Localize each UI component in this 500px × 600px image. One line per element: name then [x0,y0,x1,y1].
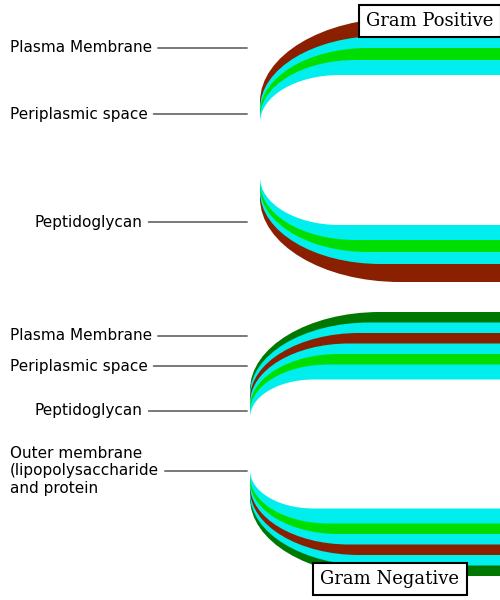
PathPatch shape [250,333,500,555]
Text: Peptidoglycan: Peptidoglycan [35,403,247,419]
PathPatch shape [250,364,500,523]
PathPatch shape [260,75,500,225]
Text: Plasma Membrane: Plasma Membrane [10,329,247,343]
Text: Periplasmic space: Periplasmic space [10,358,247,373]
PathPatch shape [250,343,500,545]
PathPatch shape [250,312,500,576]
PathPatch shape [260,48,500,252]
Text: Peptidoglycan: Peptidoglycan [35,214,247,229]
PathPatch shape [250,354,500,534]
Text: Outer membrane
(lipopolysaccharide
and protein: Outer membrane (lipopolysaccharide and p… [10,446,247,496]
Text: Gram Positive: Gram Positive [366,12,494,30]
Text: Plasma Membrane: Plasma Membrane [10,40,247,55]
PathPatch shape [250,379,500,508]
PathPatch shape [260,18,500,282]
PathPatch shape [250,323,500,565]
PathPatch shape [260,36,500,264]
PathPatch shape [260,60,500,240]
Text: Periplasmic space: Periplasmic space [10,107,247,121]
Text: Gram Negative: Gram Negative [320,570,460,588]
